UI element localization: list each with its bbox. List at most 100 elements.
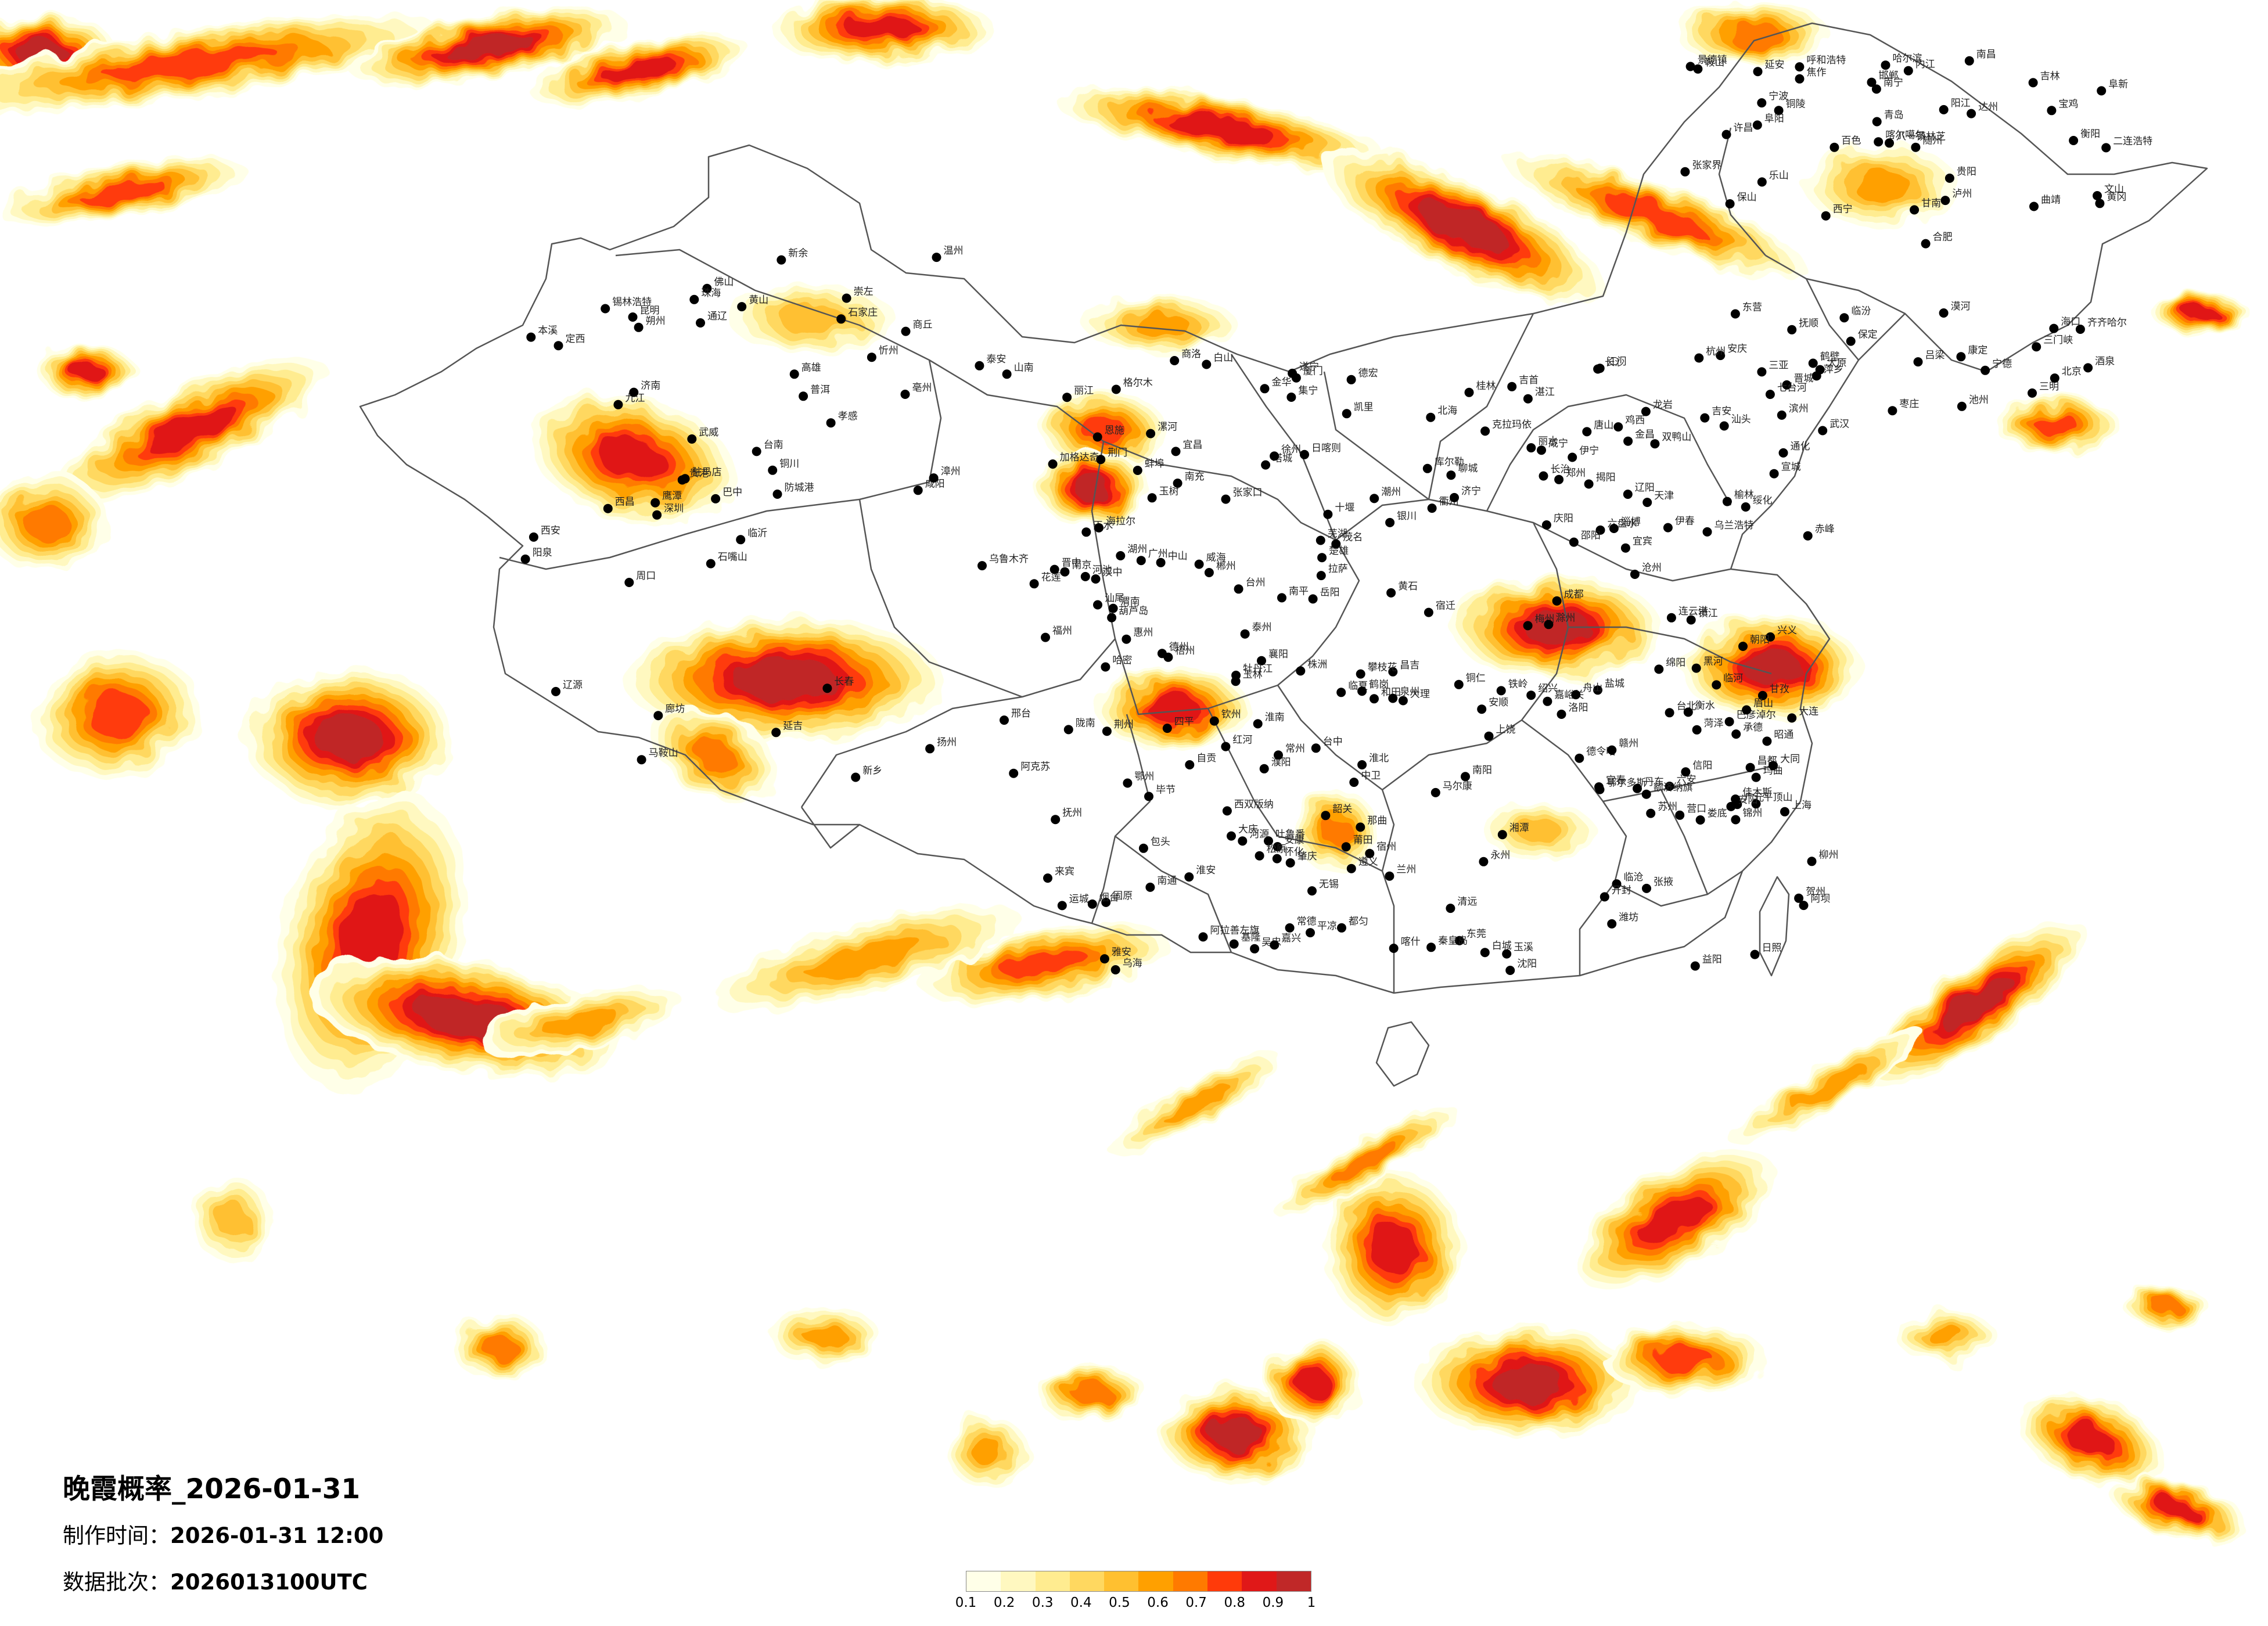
city-label: 乐山 xyxy=(1769,170,1789,181)
city-marker: 钦州 xyxy=(1209,709,1241,726)
city-marker: 淄博 xyxy=(1609,516,1641,533)
city-marker: 广州 xyxy=(1136,548,1168,566)
city-marker: 湘潭 xyxy=(1497,822,1529,840)
city-marker: 忻州 xyxy=(867,345,898,362)
city-label: 九江 xyxy=(625,393,645,404)
city-label: 基隆 xyxy=(1241,932,1261,944)
border-line xyxy=(1277,685,1395,993)
city-marker: 四平 xyxy=(1162,716,1194,733)
city-marker: 太原 xyxy=(1815,358,1847,375)
city-marker: 邢台 xyxy=(1000,708,1031,725)
city-label: 福州 xyxy=(1052,625,1072,637)
city-label: 黄冈 xyxy=(2107,191,2126,203)
city-marker: 德宏 xyxy=(1346,368,1378,384)
city-dot xyxy=(1742,705,1752,715)
city-dot xyxy=(1111,384,1121,394)
city-marker: 甘南 xyxy=(1910,197,1941,215)
city-dot xyxy=(1145,882,1155,892)
city-dot xyxy=(711,494,721,503)
city-dot xyxy=(1981,365,1990,375)
city-label: 鹰潭 xyxy=(662,491,682,502)
city-marker: 普洱 xyxy=(799,384,830,401)
city-label: 兴义 xyxy=(1777,625,1797,636)
city-marker: 荆门 xyxy=(1096,447,1127,465)
city-label: 齐齐哈尔 xyxy=(2087,317,2127,329)
city-marker: 宿迁 xyxy=(1424,600,1455,617)
city-marker: 常德 xyxy=(1285,916,1317,933)
city-marker: 马鞍山 xyxy=(637,747,678,765)
city-marker: 定西 xyxy=(553,333,585,351)
city-dot xyxy=(1871,84,1881,94)
city-label: 天津 xyxy=(1654,490,1674,502)
city-dot xyxy=(977,561,987,571)
city-label: 泸州 xyxy=(1952,188,1972,200)
city-label: 阿拉善左旗 xyxy=(1210,924,1260,936)
city-dot xyxy=(851,772,861,782)
city-dot xyxy=(1454,679,1464,689)
city-dot xyxy=(1270,451,1279,461)
probability-patch xyxy=(529,34,749,106)
city-marker: 扬州 xyxy=(925,736,957,754)
city-label: 延吉 xyxy=(783,720,803,732)
city-dot xyxy=(1093,600,1102,610)
city-marker: 凯里 xyxy=(1342,401,1374,419)
city-marker: 焦作 xyxy=(1795,67,1827,84)
city-marker: 伊春 xyxy=(1663,516,1695,533)
city-marker: 大同 xyxy=(1769,753,1800,771)
city-dot xyxy=(1477,704,1487,714)
city-label: 芜湖 xyxy=(1328,528,1347,540)
city-label: 清远 xyxy=(1457,896,1477,908)
probability-patch xyxy=(0,474,109,571)
city-label: 烟台 xyxy=(1099,892,1119,904)
city-label: 朔州 xyxy=(646,315,666,327)
city-marker: 南昌 xyxy=(1964,49,1996,66)
city-marker: 松原 xyxy=(1255,844,1286,861)
city-label: 东莞 xyxy=(1467,929,1486,940)
city-dot xyxy=(1821,211,1831,221)
city-dot xyxy=(1194,559,1204,569)
city-dot xyxy=(1526,443,1536,453)
city-label: 铜仁 xyxy=(1466,672,1486,684)
city-label: 喀尔噶尔 xyxy=(1885,129,1925,141)
city-dot xyxy=(1526,690,1536,700)
city-label: 北京 xyxy=(2062,366,2082,377)
probability-patch xyxy=(710,905,1021,1012)
city-dot xyxy=(1680,167,1690,177)
city-dot xyxy=(1057,901,1067,911)
city-marker: 漯河 xyxy=(1146,422,1177,438)
city-label: 武威 xyxy=(699,427,718,438)
city-label: 上海 xyxy=(1792,800,1811,811)
probability-patch xyxy=(1036,449,1148,526)
legend-swatch xyxy=(1001,1571,1036,1591)
city-label: 威海 xyxy=(1206,552,1226,564)
city-marker: 银川 xyxy=(1385,510,1417,527)
city-label: 无锡 xyxy=(1319,879,1339,890)
city-marker: 安阳 xyxy=(1726,794,1757,811)
city-label: 荆门 xyxy=(1108,447,1127,459)
city-marker: 桂林 xyxy=(1464,380,1496,397)
border-line xyxy=(1091,714,1151,924)
city-dot xyxy=(1716,351,1726,361)
city-dot xyxy=(2050,373,2059,383)
city-dot xyxy=(689,294,699,304)
city-marker: 玉溪 xyxy=(1502,942,1533,959)
city-marker: 中山 xyxy=(1156,551,1188,567)
city-dot xyxy=(1607,919,1617,929)
city-dot xyxy=(1264,836,1273,846)
city-label: 淮北 xyxy=(1369,753,1389,764)
probability-patch xyxy=(1036,1366,1148,1422)
city-label: 定西 xyxy=(566,333,585,345)
city-marker: 柳州 xyxy=(1807,849,1839,866)
made-time-row: 制作时间：2026-01-31 12:00 xyxy=(63,1513,383,1559)
city-marker: 宣城 xyxy=(1769,462,1801,479)
border-line xyxy=(1660,789,1709,895)
city-marker: 保山 xyxy=(1725,192,1757,208)
city-marker: 十堰 xyxy=(1323,502,1354,519)
city-dot xyxy=(1666,613,1676,623)
city-dot xyxy=(1116,551,1126,560)
city-marker: 上海 xyxy=(1780,800,1811,816)
legend-swatch xyxy=(1276,1571,1311,1591)
city-marker: 永州 xyxy=(1479,850,1510,866)
